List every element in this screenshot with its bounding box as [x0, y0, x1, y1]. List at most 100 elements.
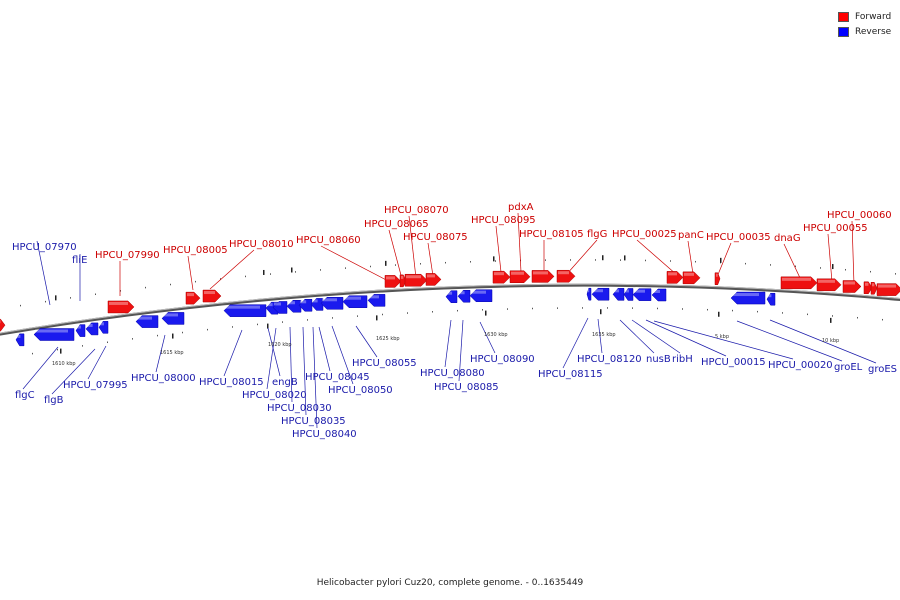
reverse-gene-14[interactable] — [342, 295, 368, 308]
reverse-gene-19[interactable] — [586, 287, 592, 301]
forward-gene-18[interactable] — [863, 281, 873, 295]
reverse-gene-label[interactable]: HPCU_08085 — [434, 382, 499, 393]
tick-mark — [45, 300, 46, 303]
reverse-gene-label[interactable]: nusB — [646, 354, 671, 365]
forward-gene-9[interactable] — [509, 270, 531, 284]
reverse-gene-label[interactable]: HPCU_00020 — [768, 360, 833, 371]
reverse-gene-label[interactable]: HPCU_00015 — [701, 357, 766, 368]
forward-gene-16[interactable] — [816, 278, 842, 292]
reverse-gene-21[interactable] — [612, 288, 625, 301]
reverse-gene-15[interactable] — [367, 294, 386, 307]
reverse-gene-1[interactable] — [33, 328, 75, 341]
reverse-gene-20[interactable] — [591, 287, 610, 301]
forward-leader — [408, 215, 417, 279]
major-tick — [60, 348, 62, 354]
forward-gene-label[interactable]: panC — [678, 230, 704, 241]
reverse-gene-label[interactable]: flgB — [44, 395, 64, 406]
forward-gene-19[interactable] — [870, 282, 878, 295]
forward-gene-1[interactable] — [107, 300, 135, 314]
reverse-gene-24[interactable] — [651, 288, 667, 302]
forward-gene-8[interactable] — [492, 270, 511, 284]
reverse-gene-2[interactable] — [75, 324, 86, 337]
reverse-gene-label[interactable]: engB — [272, 377, 298, 388]
reverse-gene-25[interactable] — [730, 291, 766, 305]
reverse-gene-label[interactable]: HPCU_08045 — [305, 372, 370, 383]
forward-gene-14[interactable] — [714, 272, 721, 285]
reverse-gene-label[interactable]: HPCU_08080 — [420, 368, 485, 379]
reverse-gene-3[interactable] — [85, 322, 99, 336]
gene-highlight — [35, 329, 68, 333]
forward-gene-label[interactable]: HPCU_08075 — [403, 232, 468, 243]
reverse-gene-18[interactable] — [469, 289, 493, 302]
forward-gene-label[interactable]: HPCU_08070 — [384, 205, 449, 216]
reverse-gene-12[interactable] — [310, 298, 324, 311]
forward-gene-7[interactable] — [425, 273, 442, 286]
reverse-gene-label[interactable]: HPCU_08020 — [242, 390, 307, 401]
forward-gene-label[interactable]: flgG — [587, 229, 607, 240]
forward-gene-label[interactable]: HPCU_00055 — [803, 223, 868, 234]
forward-gene-label[interactable]: HPCU_08095 — [471, 215, 536, 226]
reverse-gene-label[interactable]: ribH — [672, 354, 693, 365]
reverse-gene-5[interactable] — [135, 315, 159, 328]
forward-gene-4[interactable] — [384, 275, 402, 288]
forward-gene-5[interactable] — [399, 274, 407, 288]
reverse-gene-26[interactable] — [766, 292, 776, 306]
forward-gene-label[interactable]: HPCU_00060 — [827, 210, 892, 221]
forward-gene-label[interactable]: HPCU_08010 — [229, 239, 294, 250]
forward-gene-label[interactable]: HPCU_08105 — [519, 229, 584, 240]
reverse-gene-0[interactable] — [15, 333, 25, 347]
forward-gene-label[interactable]: dnaG — [774, 233, 801, 244]
forward-gene-6[interactable] — [404, 273, 428, 287]
forward-gene-label[interactable]: HPCU_08065 — [364, 219, 429, 230]
reverse-gene-label[interactable]: groES — [868, 364, 897, 375]
major-tick — [376, 315, 378, 321]
reverse-gene-4[interactable] — [98, 321, 109, 334]
forward-gene-label[interactable]: HPCU_00025 — [612, 229, 677, 240]
tick-mark — [82, 345, 83, 347]
forward-gene-12[interactable] — [666, 271, 684, 284]
forward-gene-label[interactable]: HPCU_08060 — [296, 235, 361, 246]
forward-gene-13[interactable] — [682, 271, 701, 285]
reverse-gene-label[interactable]: flgC — [15, 390, 35, 401]
forward-gene-11[interactable] — [556, 269, 576, 283]
forward-gene-label[interactable]: pdxA — [508, 202, 534, 213]
forward-gene-label[interactable]: HPCU_00035 — [706, 232, 771, 243]
reverse-gene-label[interactable]: HPCU_08050 — [328, 385, 393, 396]
reverse-gene-label[interactable]: HPCU_08120 — [577, 354, 642, 365]
reverse-gene-label[interactable]: groEL — [834, 362, 863, 373]
reverse-gene-10[interactable] — [286, 299, 302, 313]
reverse-gene-label[interactable]: HPCU_08035 — [281, 416, 346, 427]
forward-gene-15[interactable] — [780, 276, 818, 290]
forward-gene-2[interactable] — [185, 291, 201, 305]
reverse-gene-label[interactable]: HPCU_08040 — [292, 429, 357, 440]
reverse-gene-13[interactable] — [320, 297, 344, 310]
reverse-gene-6[interactable] — [161, 312, 185, 325]
reverse-gene-label[interactable]: HPCU_08055 — [352, 358, 417, 369]
reverse-gene-label[interactable]: HPCU_08030 — [267, 403, 332, 414]
reverse-gene-label[interactable]: HPCU_07995 — [63, 380, 128, 391]
forward-gene-17[interactable] — [842, 280, 862, 293]
reverse-gene-23[interactable] — [632, 288, 652, 301]
reverse-gene-label[interactable]: HPCU_08115 — [538, 369, 603, 380]
major-tick — [718, 311, 720, 317]
gene-highlight — [288, 301, 295, 305]
forward-gene-label[interactable]: HPCU_08005 — [163, 245, 228, 256]
forward-gene-20[interactable] — [876, 283, 900, 296]
major-tick — [485, 310, 487, 316]
forward-gene-3[interactable] — [202, 289, 222, 303]
reverse-gene-22[interactable] — [623, 288, 634, 301]
forward-gene-0[interactable] — [0, 318, 6, 332]
forward-gene-label[interactable]: HPCU_07990 — [95, 250, 160, 261]
reverse-gene-label[interactable]: HPCU_08000 — [131, 373, 196, 384]
legend-reverse-label: Reverse — [855, 26, 892, 37]
reverse-gene-17[interactable] — [457, 289, 471, 303]
reverse-gene-11[interactable] — [298, 299, 313, 312]
reverse-gene-16[interactable] — [445, 290, 458, 303]
reverse-gene-label[interactable]: HPCU_08015 — [199, 377, 264, 388]
reverse-gene-label[interactable]: HPCU_08090 — [470, 354, 535, 365]
reverse-gene-label[interactable]: HPCU_07970 — [12, 242, 77, 253]
reverse-gene-7[interactable] — [223, 304, 267, 317]
reverse-gene-label[interactable]: fliE — [72, 255, 87, 266]
forward-gene-10[interactable] — [531, 270, 555, 283]
reverse-gene-9[interactable] — [272, 301, 288, 314]
